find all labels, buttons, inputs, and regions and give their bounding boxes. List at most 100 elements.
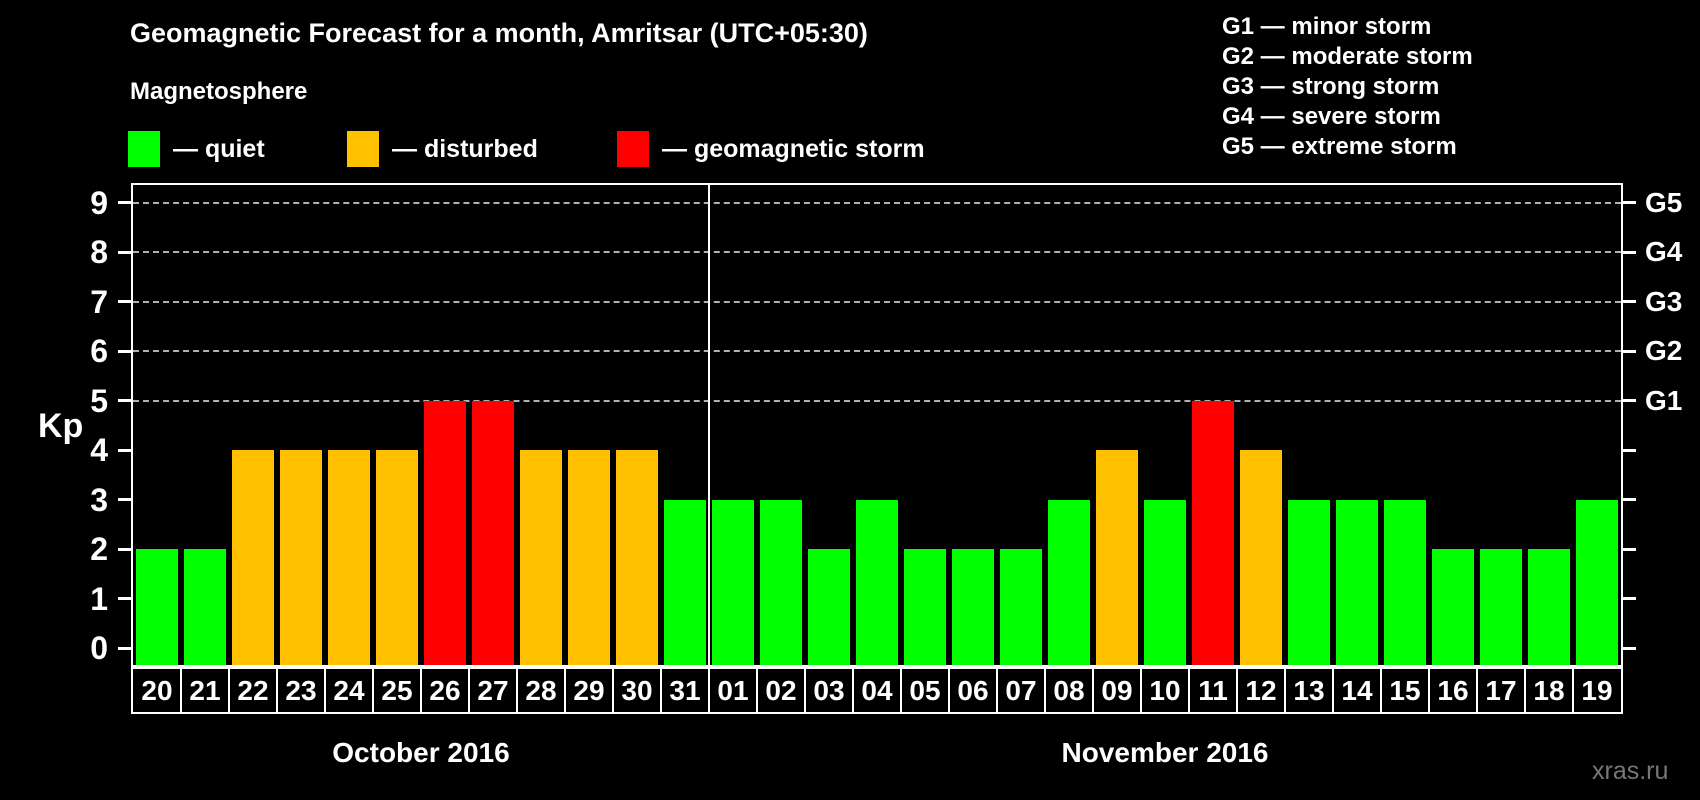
kp-bar bbox=[808, 549, 850, 665]
y-tick-label: 6 bbox=[90, 333, 108, 369]
kp-bar bbox=[328, 450, 370, 665]
kp-bar bbox=[280, 450, 322, 665]
date-cell: 11 bbox=[1198, 675, 1228, 706]
kp-bar bbox=[1288, 499, 1330, 665]
kp-bar bbox=[1000, 549, 1042, 665]
date-cell-separator bbox=[564, 669, 566, 712]
date-cell: 06 bbox=[957, 675, 989, 706]
date-cell: 26 bbox=[429, 675, 461, 706]
gridline bbox=[133, 300, 1621, 303]
kp-bar bbox=[1048, 499, 1090, 665]
right-axis-tick bbox=[1623, 646, 1636, 650]
date-cell-separator bbox=[180, 669, 182, 712]
kp-bar bbox=[952, 549, 994, 665]
right-axis-label: G2 bbox=[1645, 335, 1683, 366]
right-axis-tick bbox=[1623, 399, 1636, 402]
watermark: xras.ru bbox=[1592, 757, 1669, 785]
date-cell: 07 bbox=[1005, 675, 1037, 706]
date-cell-separator bbox=[1044, 669, 1046, 712]
kp-bar bbox=[376, 450, 418, 665]
disturbed-color-swatch bbox=[347, 131, 379, 167]
left-axis-tick bbox=[118, 300, 131, 303]
date-cell: 31 bbox=[669, 675, 701, 706]
date-cell-separator bbox=[900, 669, 902, 712]
left-axis-tick bbox=[118, 498, 131, 501]
y-tick-label: 9 bbox=[90, 184, 108, 221]
plot-area bbox=[118, 183, 1636, 667]
date-cell: 27 bbox=[477, 675, 509, 706]
date-cell: 19 bbox=[1581, 675, 1613, 706]
storm-scale-item: G5 — extreme storm bbox=[1222, 133, 1457, 160]
kp-bar bbox=[904, 549, 946, 665]
date-cell-separator bbox=[1476, 669, 1478, 712]
date-cell: 02 bbox=[765, 675, 797, 706]
date-cell-separator bbox=[1092, 669, 1094, 712]
y-tick-label: 1 bbox=[90, 580, 108, 617]
date-cell-separator bbox=[804, 669, 806, 712]
month-label: October 2016 bbox=[332, 737, 510, 768]
storm-scale-item: G2 — moderate storm bbox=[1222, 43, 1473, 70]
date-cell-separator bbox=[612, 669, 614, 712]
date-cell-separator bbox=[324, 669, 326, 712]
right-axis-label: G3 bbox=[1645, 285, 1683, 317]
legend-item-quiet: — quiet bbox=[128, 131, 265, 167]
right-axis-tick bbox=[1623, 250, 1636, 254]
date-cell: 13 bbox=[1293, 675, 1325, 706]
date-cell: 08 bbox=[1053, 675, 1085, 706]
date-cell-separator bbox=[1572, 669, 1574, 712]
left-axis-tick bbox=[118, 448, 131, 452]
date-cell-separator bbox=[1284, 669, 1286, 712]
date-cell: 05 bbox=[909, 675, 941, 706]
gridline bbox=[133, 399, 1621, 402]
date-cell: 04 bbox=[861, 675, 893, 706]
kp-bar bbox=[856, 499, 898, 665]
date-cell-separator bbox=[228, 669, 230, 712]
legend-label-storm: — geomagnetic storm bbox=[662, 134, 925, 163]
date-cell: 16 bbox=[1437, 675, 1469, 706]
kp-bar bbox=[1192, 400, 1234, 665]
storm-scale-item: G4 — severe storm bbox=[1222, 103, 1441, 130]
date-cell-separator bbox=[276, 669, 278, 712]
y-axis-label: Kp bbox=[38, 407, 84, 445]
right-axis-label: G5 bbox=[1645, 186, 1683, 218]
date-cell-separator bbox=[420, 669, 422, 712]
kp-bar bbox=[1096, 450, 1138, 665]
date-cell-separator bbox=[1524, 669, 1526, 712]
date-cell: 22 bbox=[237, 675, 269, 706]
kp-bar bbox=[616, 450, 658, 665]
kp-bar bbox=[760, 499, 802, 665]
date-cell: 21 bbox=[189, 675, 221, 706]
month-divider-line bbox=[708, 185, 710, 665]
gridline bbox=[133, 350, 1621, 352]
right-axis-tick bbox=[1623, 201, 1636, 204]
kp-bar bbox=[1432, 549, 1474, 665]
date-cell: 17 bbox=[1485, 675, 1517, 706]
left-axis-tick bbox=[118, 646, 131, 650]
y-tick-label: 2 bbox=[90, 531, 108, 567]
date-cell-separator bbox=[1380, 669, 1382, 712]
date-cell: 29 bbox=[573, 675, 605, 706]
right-axis-tick bbox=[1623, 448, 1636, 452]
chart-title: Geomagnetic Forecast for a month, Amrits… bbox=[130, 18, 868, 48]
date-cell-separator bbox=[708, 669, 710, 712]
storm-color-swatch bbox=[617, 131, 649, 167]
y-tick-label: 0 bbox=[90, 630, 108, 666]
legend-item-storm: — geomagnetic storm bbox=[617, 131, 925, 167]
date-cell: 18 bbox=[1533, 675, 1565, 706]
kp-bar bbox=[1480, 549, 1522, 665]
date-cell: 15 bbox=[1389, 675, 1421, 706]
y-tick-label: 8 bbox=[90, 234, 108, 270]
y-tick-label: 3 bbox=[90, 481, 108, 518]
date-cell: 23 bbox=[285, 675, 317, 706]
storm-scale-item: G1 — minor storm bbox=[1222, 13, 1432, 40]
date-cell-separator bbox=[948, 669, 950, 712]
left-axis-tick bbox=[118, 201, 131, 204]
left-axis-tick bbox=[118, 250, 131, 254]
kp-bar bbox=[1384, 499, 1426, 665]
y-tick-label: 5 bbox=[90, 382, 108, 419]
kp-bar bbox=[184, 549, 226, 665]
month-label: November 2016 bbox=[1061, 737, 1269, 768]
date-cell: 28 bbox=[525, 675, 557, 706]
date-cell-separator bbox=[1140, 669, 1142, 712]
